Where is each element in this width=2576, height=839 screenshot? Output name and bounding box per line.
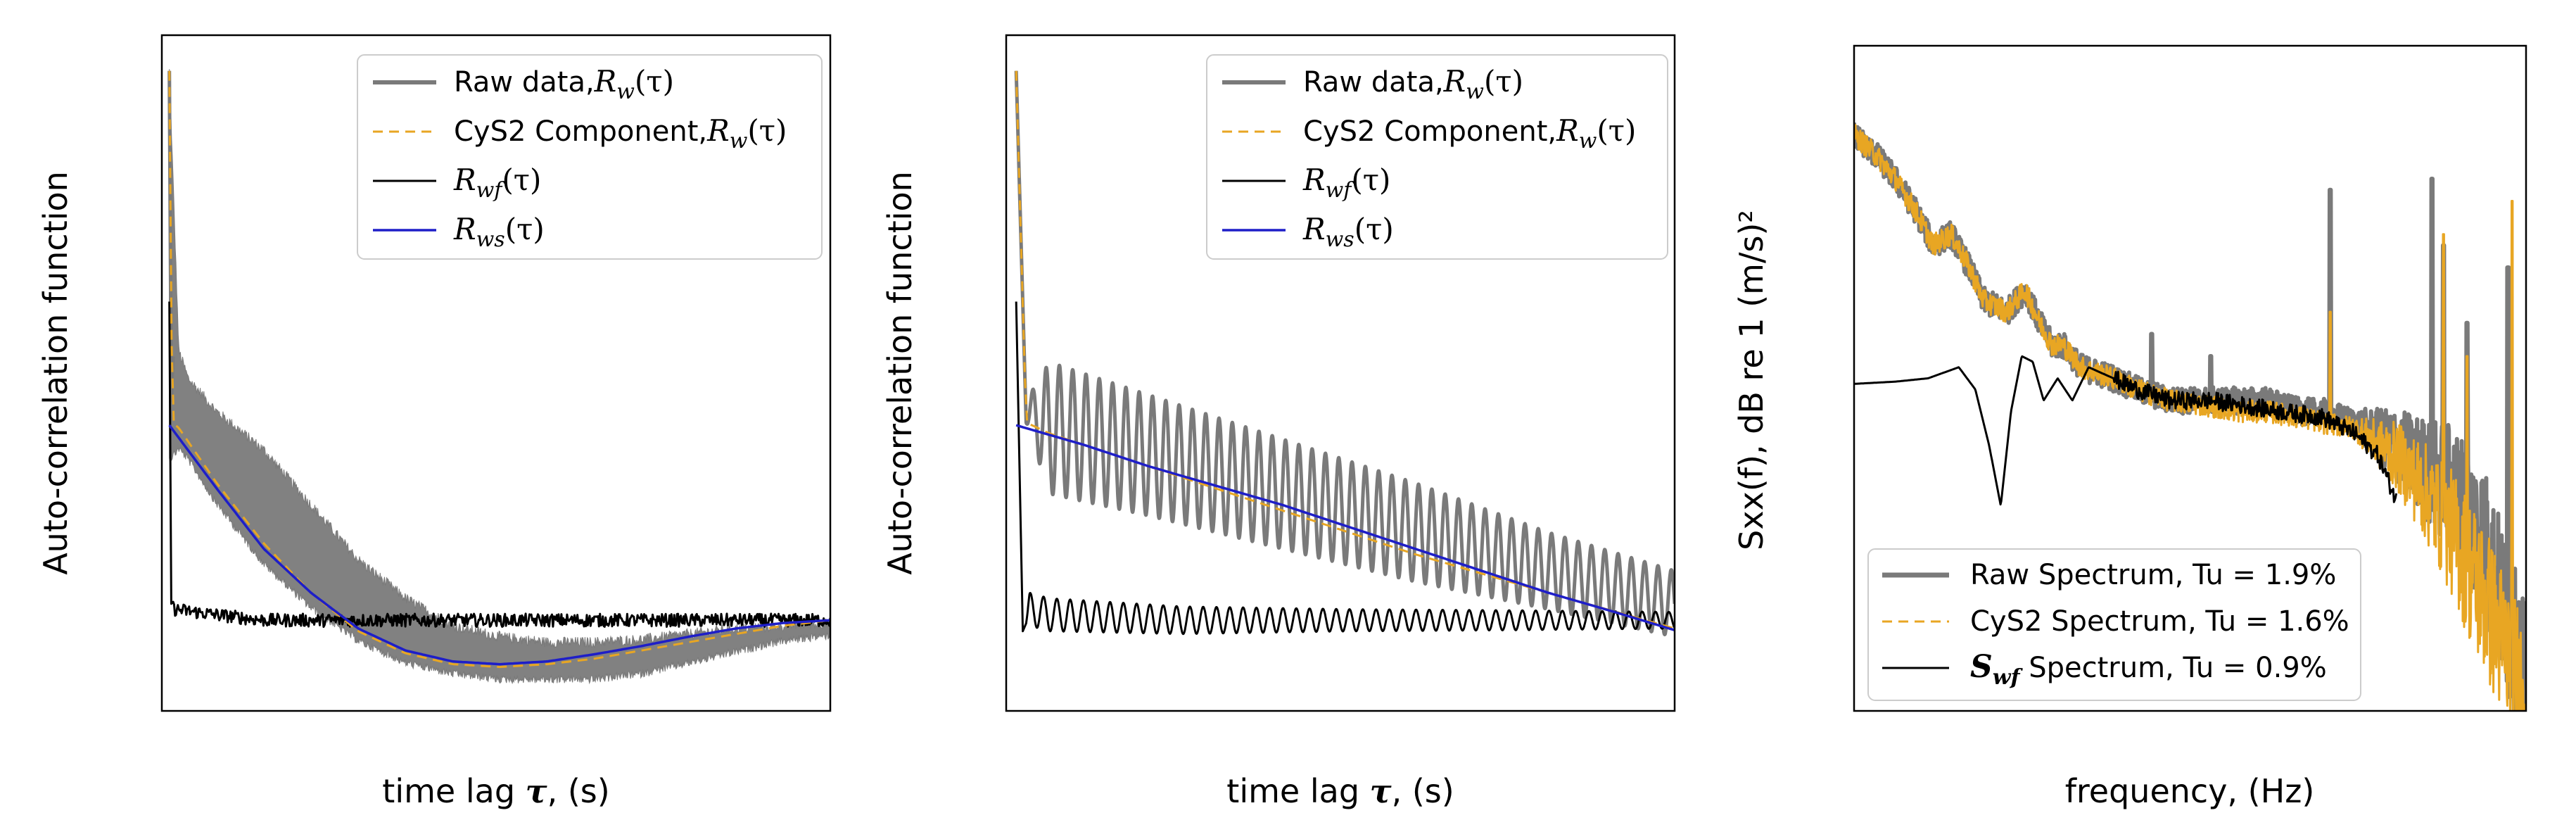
legend-label: Raw Spectrum, Tu = 1.9% xyxy=(1970,559,2336,591)
x-axis-label: frequency, (Hz) xyxy=(2065,772,2315,810)
y-axis-label: Sxx(f), dB re 1 (m/s)² xyxy=(1732,210,1770,550)
legend-box xyxy=(357,54,823,260)
series-rwf xyxy=(1015,301,1675,636)
legend: Raw data, Rw(τ)CyS2 Component, Rw(τ)Rwf(… xyxy=(357,54,823,260)
legend-math-label: Rw(τ) xyxy=(1443,64,1523,104)
series-group xyxy=(167,69,830,685)
y-axis-label: Auto-correlation function xyxy=(37,171,75,575)
series-swf-spectrum xyxy=(1854,355,2398,506)
legend-label: Raw data, xyxy=(1303,66,1444,99)
series-group xyxy=(1014,70,1675,636)
series-rws xyxy=(168,424,830,666)
legend-math-label: Rw(τ) xyxy=(594,64,674,104)
axes-frame xyxy=(1005,34,1676,712)
legend-box xyxy=(1867,548,2361,701)
series-cys2 xyxy=(168,70,830,669)
axes-frame xyxy=(160,34,832,712)
legend-math-label: Rws(τ) xyxy=(1302,212,1394,252)
legend-math-label: Rwf(τ) xyxy=(1302,163,1390,203)
panel-middle-acf: time lag τ, (s) Auto-correlation functio… xyxy=(881,34,1676,810)
x-axis-label: time lag τ, (s) xyxy=(382,772,609,810)
legend-math-label: Rw(τ) xyxy=(1556,113,1636,153)
series-raw-data xyxy=(1014,70,1675,636)
y-axis-label: Auto-correlation function xyxy=(881,171,919,575)
series-rws xyxy=(1015,424,1675,631)
legend-box xyxy=(1206,54,1668,260)
legend-math-label: Rws(τ) xyxy=(453,212,545,252)
series-cys2-spectrum xyxy=(1854,124,2526,711)
legend: Raw Spectrum, Tu = 1.9% CyS2 Spectrum, Tu… xyxy=(1867,548,2361,701)
legend-label: Swf Spectrum, Tu = 0.9% xyxy=(1970,649,2327,690)
panel-right-spectrum: frequency, (Hz) Sxx(f), dB re 1 (m/s)² R… xyxy=(1732,44,2527,810)
legend-math-label: Rwf(τ) xyxy=(453,163,541,203)
panel-left-acf: time lag τ, (s) Auto-correlation functio… xyxy=(37,34,832,810)
legend-label: Raw data, xyxy=(454,66,595,99)
axes-frame xyxy=(1853,44,2527,712)
legend: Raw data, Rw(τ)CyS2 Component, Rw(τ)Rwf(… xyxy=(1206,54,1668,260)
x-axis-label: time lag τ, (s) xyxy=(1226,772,1454,810)
legend-math-label: Rw(τ) xyxy=(706,113,787,153)
legend-label: CyS2 Component, xyxy=(454,115,707,148)
legend-label: CyS2 Component, xyxy=(1303,115,1556,148)
series-rwf xyxy=(168,301,830,629)
series-group xyxy=(1854,122,2526,711)
legend-label: CyS2 Spectrum, Tu = 1.6% xyxy=(1970,605,2349,638)
series-raw-data xyxy=(169,69,830,685)
